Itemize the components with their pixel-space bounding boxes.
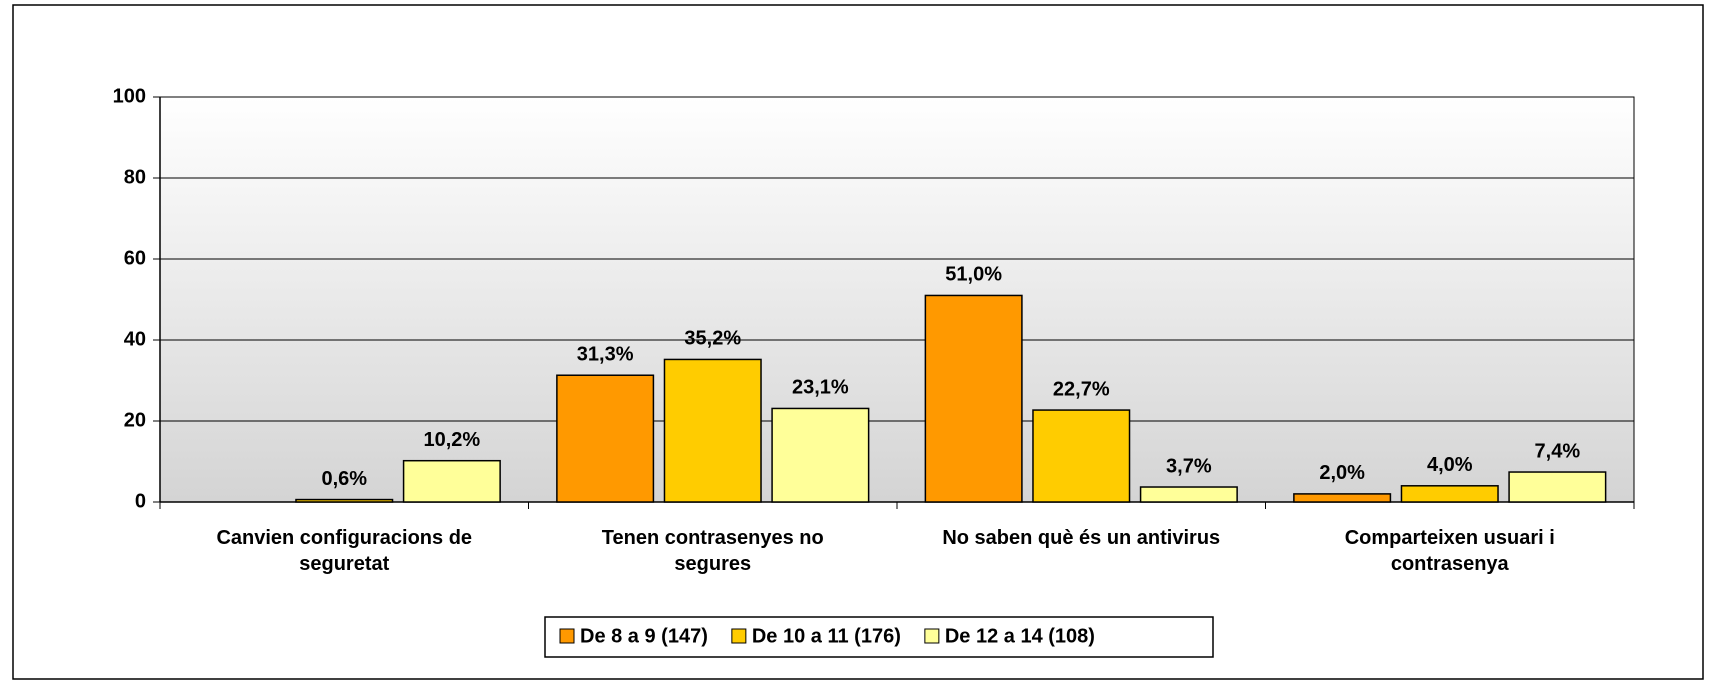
value-label: 3,7%	[1166, 455, 1212, 477]
bar	[556, 374, 655, 503]
y-tick-label: 80	[124, 166, 146, 188]
y-tick-label: 0	[135, 490, 146, 512]
legend-swatch	[924, 628, 940, 644]
x-tick-label: Tenen contrasenyes no segures	[601, 527, 824, 575]
value-label: 31,3%	[577, 344, 634, 366]
y-tick-label: 100	[113, 85, 146, 107]
value-label: 23,1%	[792, 377, 849, 399]
legend-label: De 12 a 14 (108)	[945, 625, 1095, 647]
bar	[1139, 486, 1238, 503]
legend-label: De 10 a 11 (176)	[752, 625, 901, 647]
bar	[402, 459, 501, 503]
bar	[1032, 409, 1131, 503]
bar	[663, 358, 762, 503]
bar	[924, 294, 1023, 503]
value-label: 51,0%	[945, 264, 1002, 286]
value-label: 22,7%	[1053, 378, 1110, 400]
y-tick-label: 40	[124, 328, 146, 350]
value-label: 2,0%	[1319, 462, 1365, 484]
value-label: 4,0%	[1427, 454, 1473, 476]
value-label: 35,2%	[684, 328, 741, 350]
value-label: 7,4%	[1535, 440, 1581, 462]
legend	[544, 616, 1214, 658]
bar	[295, 498, 394, 503]
bar	[1508, 471, 1607, 503]
x-tick-label: Canvien configuracions de seguretat	[216, 527, 473, 575]
value-label: 0,6%	[321, 468, 367, 490]
bar	[771, 407, 870, 503]
y-tick-label: 20	[124, 409, 146, 431]
value-label: 10,2%	[423, 429, 480, 451]
x-tick-label: No saben què és un antivirus	[942, 527, 1221, 549]
bar	[1293, 493, 1392, 503]
legend-label: De 8 a 9 (147)	[580, 625, 708, 647]
legend-swatch	[559, 628, 575, 644]
bar	[1400, 485, 1499, 503]
plot-area	[159, 96, 1635, 503]
y-tick-label: 60	[124, 247, 146, 269]
x-tick-label: Comparteixen usuari i contrasenya	[1344, 527, 1555, 575]
legend-swatch	[731, 628, 747, 644]
